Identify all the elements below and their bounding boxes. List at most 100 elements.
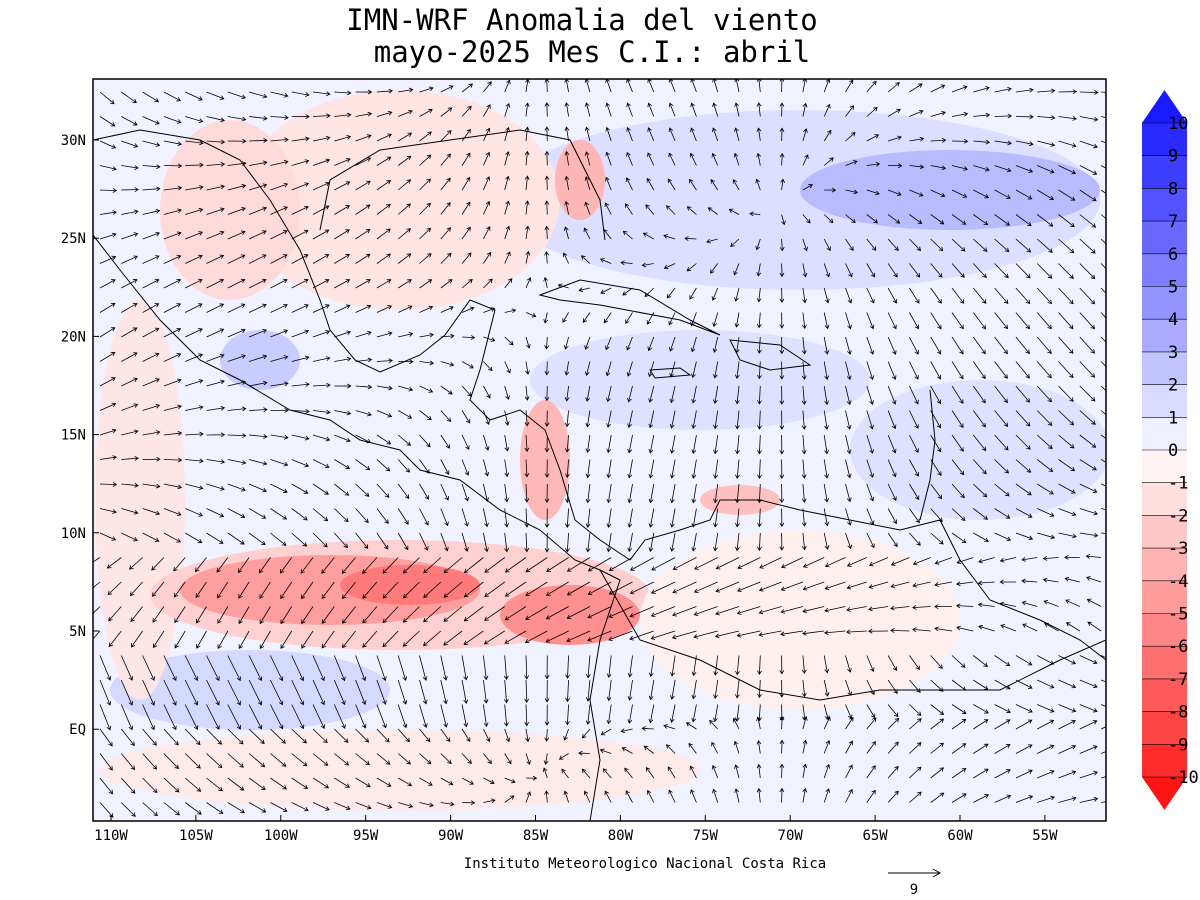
wind-arrow (227, 679, 241, 706)
wind-arrow (1015, 769, 1033, 779)
wind-arrow (185, 185, 204, 191)
wind-arrow (973, 655, 988, 667)
wind-arrow (672, 606, 697, 617)
wind-arrow (376, 459, 391, 472)
wind-arrow (994, 165, 1012, 173)
wind-arrow (951, 718, 967, 730)
wind-arrow (801, 532, 807, 551)
wind-arrow (663, 234, 676, 240)
wind-arrow (483, 532, 489, 553)
wind-arrow (994, 410, 1009, 427)
wind-arrow (397, 132, 413, 142)
wind-arrow (759, 557, 782, 569)
wind-arrow (1058, 385, 1074, 402)
wind-arrow (355, 679, 367, 706)
wind-arrow (321, 557, 335, 574)
wind-arrow (504, 581, 527, 597)
colorbar-segment (1142, 548, 1187, 582)
wind-arrow (173, 557, 186, 572)
wind-arrow (185, 379, 204, 387)
wind-arrow (866, 361, 874, 381)
wind-arrow (1015, 532, 1034, 541)
wind-arrow (355, 459, 371, 471)
wind-arrow (823, 410, 829, 430)
wind-arrow (1058, 140, 1077, 148)
wind-arrow (440, 508, 449, 527)
wind-arrow (1058, 719, 1076, 730)
wind-arrow (227, 655, 241, 682)
wind-arrow (1100, 704, 1106, 707)
wind-arrow (270, 381, 289, 387)
wind-arrow (206, 679, 220, 706)
wind-arrow (142, 278, 160, 289)
wind-arrow (227, 278, 246, 289)
wind-arrow (1036, 483, 1054, 495)
wind-arrow (312, 304, 330, 313)
wind-arrow (587, 630, 612, 642)
wind-arrow (1101, 91, 1106, 93)
wind-arrow (184, 655, 199, 682)
wind-arrow (142, 753, 158, 770)
wind-arrow (248, 532, 266, 546)
wind-arrow (1079, 459, 1097, 471)
wind-arrow (312, 382, 331, 388)
wind-arrow (605, 336, 612, 351)
wind-arrow (196, 630, 207, 649)
wind-arrow (602, 768, 612, 779)
colorbar-label: -10 (1168, 768, 1199, 788)
wind-arrow (163, 802, 180, 816)
wind-arrow (779, 508, 785, 528)
wind-arrow (544, 704, 550, 726)
wind-arrow (1058, 770, 1077, 779)
colorbar-segment (1142, 188, 1187, 222)
wind-arrow (973, 743, 989, 754)
colorbar-segment (1142, 482, 1187, 516)
wind-arrow (909, 312, 920, 330)
wind-arrow (423, 606, 442, 623)
wind-arrow (419, 753, 432, 765)
wind-arrow (642, 232, 654, 240)
wind-arrow (757, 679, 762, 699)
wind-arrow (802, 128, 808, 142)
wind-arrow (606, 434, 612, 454)
wind-arrow (504, 557, 527, 573)
wind-arrow (578, 287, 590, 293)
wind-arrow (909, 434, 919, 453)
wind-arrow (248, 328, 267, 338)
wind-arrow (443, 557, 463, 574)
wind-arrow (566, 581, 591, 596)
wind-arrow (801, 508, 807, 527)
wind-arrow (909, 336, 919, 355)
wind-arrow (544, 102, 550, 117)
wind-arrow (248, 303, 267, 313)
vector-scale-head (932, 868, 942, 878)
wind-arrow (524, 655, 530, 680)
wind-arrow (249, 160, 268, 166)
wind-arrow (780, 606, 804, 614)
wind-arrow (419, 332, 434, 338)
wind-arrow (973, 768, 989, 779)
wind-arrow (163, 704, 177, 731)
colorbar-segment (1142, 286, 1187, 320)
wind-arrow (715, 557, 740, 570)
wind-arrow (545, 581, 569, 596)
wind-arrow (334, 356, 352, 362)
wind-arrow (585, 704, 591, 725)
wind-arrow (973, 483, 988, 498)
wind-arrow (712, 127, 719, 142)
wind-arrow (185, 353, 204, 362)
wind-arrow (227, 91, 247, 100)
wind-arrow (1015, 410, 1031, 427)
wind-arrow (909, 718, 922, 730)
wind-arrow (376, 110, 393, 117)
wind-arrow (99, 279, 116, 289)
wind-arrow (461, 83, 474, 93)
wind-arrow (845, 764, 853, 779)
wind-arrow (689, 152, 697, 166)
wind-arrow (129, 581, 143, 597)
wind-arrow (608, 606, 633, 618)
wind-arrow (544, 361, 550, 376)
wind-arrow (887, 135, 902, 142)
wind-arrow (1100, 776, 1106, 779)
wind-arrow (779, 361, 785, 380)
